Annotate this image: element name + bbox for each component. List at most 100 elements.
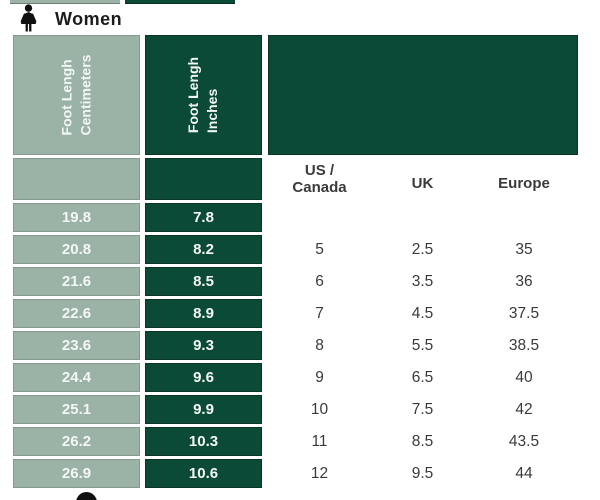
- us-size-value: 8: [315, 336, 324, 354]
- table-row: 24.4 9.6 9 6.5 40: [13, 363, 578, 392]
- inches-value: 8.5: [193, 273, 214, 290]
- us-size-cell: 8: [268, 331, 371, 360]
- cm-value: 25.1: [61, 401, 92, 418]
- cm-value-cell: 24.4: [13, 363, 140, 392]
- empty-cell-centimeters: [13, 158, 140, 200]
- uk-size-value: 9.5: [411, 464, 434, 482]
- header-cell-inches: Foot Lengh Inches: [145, 35, 262, 155]
- inches-value-cell: 8.5: [145, 267, 262, 296]
- region-header-us-canada: US / Canada: [268, 158, 371, 200]
- empty-cell-inches: [145, 158, 262, 200]
- europe-size-cell: 40: [474, 363, 574, 392]
- conversion-table: Foot Lengh Centimeters Foot Lengh Inches…: [13, 35, 578, 491]
- inches-value: 8.2: [193, 241, 214, 258]
- cm-value: 26.2: [61, 433, 92, 450]
- us-size-cell: 11: [268, 427, 371, 456]
- table-row: 26.9 10.6 12 9.5 44: [13, 459, 578, 488]
- cm-value: 20.8: [61, 241, 92, 258]
- inches-value: 10.3: [188, 433, 219, 450]
- inches-value: 8.9: [193, 305, 214, 322]
- uk-size-cell: [371, 203, 474, 232]
- cm-value-cell: 23.6: [13, 331, 140, 360]
- us-size-cell: 10: [268, 395, 371, 424]
- europe-size-cell: 36: [474, 267, 574, 296]
- uk-size-cell: 6.5: [371, 363, 474, 392]
- cm-value: 21.6: [61, 273, 92, 290]
- cm-value-cell: 20.8: [13, 235, 140, 264]
- section-title: Women: [55, 8, 123, 29]
- header-cell-centimeters: Foot Lengh Centimeters: [13, 35, 140, 155]
- region-header-uk: UK: [371, 158, 474, 200]
- us-size-value: 6: [315, 272, 324, 290]
- top-partial-cell-left: [10, 0, 120, 4]
- cm-value: 19.8: [61, 209, 92, 226]
- inches-value: 9.6: [193, 369, 214, 386]
- us-size-cell: 5: [268, 235, 371, 264]
- inches-value-cell: 7.8: [145, 203, 262, 232]
- cm-value: 23.6: [61, 337, 92, 354]
- europe-size-cell: 43.5: [474, 427, 574, 456]
- europe-size-cell: [474, 203, 574, 232]
- table-row: 23.6 9.3 8 5.5 38.5: [13, 331, 578, 360]
- inches-value-cell: 9.3: [145, 331, 262, 360]
- cm-value-cell: 22.6: [13, 299, 140, 328]
- table-row: 26.2 10.3 11 8.5 43.5: [13, 427, 578, 456]
- inches-value: 9.3: [193, 337, 214, 354]
- header-label-inches: Foot Lengh Inches: [185, 56, 221, 134]
- cm-value: 22.6: [61, 305, 92, 322]
- table-row: 21.6 8.5 6 3.5 36: [13, 267, 578, 296]
- europe-size-value: 35: [515, 240, 533, 258]
- us-size-value: 7: [315, 304, 324, 322]
- cm-value-cell: 21.6: [13, 267, 140, 296]
- cm-value-cell: 26.9: [13, 459, 140, 488]
- us-size-cell: 7: [268, 299, 371, 328]
- europe-size-value: 42: [515, 400, 533, 418]
- section-header: Women: [15, 4, 122, 34]
- inches-value-cell: 8.2: [145, 235, 262, 264]
- uk-size-value: 3.5: [411, 272, 434, 290]
- uk-size-cell: 2.5: [371, 235, 474, 264]
- inches-value: 9.9: [193, 401, 214, 418]
- us-size-cell: 9: [268, 363, 371, 392]
- inches-value: 10.6: [188, 465, 219, 482]
- us-size-value: 9: [315, 368, 324, 386]
- us-size-cell: 6: [268, 267, 371, 296]
- next-section-figure-head-icon: [76, 492, 97, 500]
- europe-size-value: 38.5: [508, 336, 540, 354]
- cm-value-cell: 25.1: [13, 395, 140, 424]
- inches-value-cell: 9.6: [145, 363, 262, 392]
- uk-size-value: 7.5: [411, 400, 434, 418]
- cm-value-cell: 26.2: [13, 427, 140, 456]
- europe-size-value: 37.5: [508, 304, 540, 322]
- woman-icon: [20, 4, 37, 32]
- uk-size-cell: 4.5: [371, 299, 474, 328]
- inches-value-cell: 9.9: [145, 395, 262, 424]
- europe-size-cell: 44: [474, 459, 574, 488]
- europe-size-cell: 37.5: [474, 299, 574, 328]
- us-size-value: 11: [311, 432, 328, 450]
- header-block: [268, 35, 578, 155]
- europe-size-cell: 35: [474, 235, 574, 264]
- table-row: 25.1 9.9 10 7.5 42: [13, 395, 578, 424]
- us-size-cell: [268, 203, 371, 232]
- top-partial-cell-right: [125, 0, 235, 4]
- region-header-europe: Europe: [474, 158, 574, 200]
- uk-size-cell: 5.5: [371, 331, 474, 360]
- inches-value: 7.8: [193, 209, 214, 226]
- table-header-row: Foot Lengh Centimeters Foot Lengh Inches: [13, 35, 578, 155]
- uk-size-cell: 3.5: [371, 267, 474, 296]
- uk-size-value: 2.5: [411, 240, 434, 258]
- table-row: 19.8 7.8: [13, 203, 578, 232]
- uk-size-value: 8.5: [411, 432, 434, 450]
- cm-value: 24.4: [61, 369, 92, 386]
- us-size-value: 12: [310, 464, 329, 482]
- inches-value-cell: 8.9: [145, 299, 262, 328]
- uk-size-cell: 7.5: [371, 395, 474, 424]
- europe-size-value: 43.5: [508, 432, 540, 450]
- cm-value-cell: 19.8: [13, 203, 140, 232]
- region-header-row: US / Canada UK Europe: [13, 158, 578, 200]
- inches-value-cell: 10.6: [145, 459, 262, 488]
- europe-size-value: 40: [515, 368, 533, 386]
- us-size-value: 10: [310, 400, 329, 418]
